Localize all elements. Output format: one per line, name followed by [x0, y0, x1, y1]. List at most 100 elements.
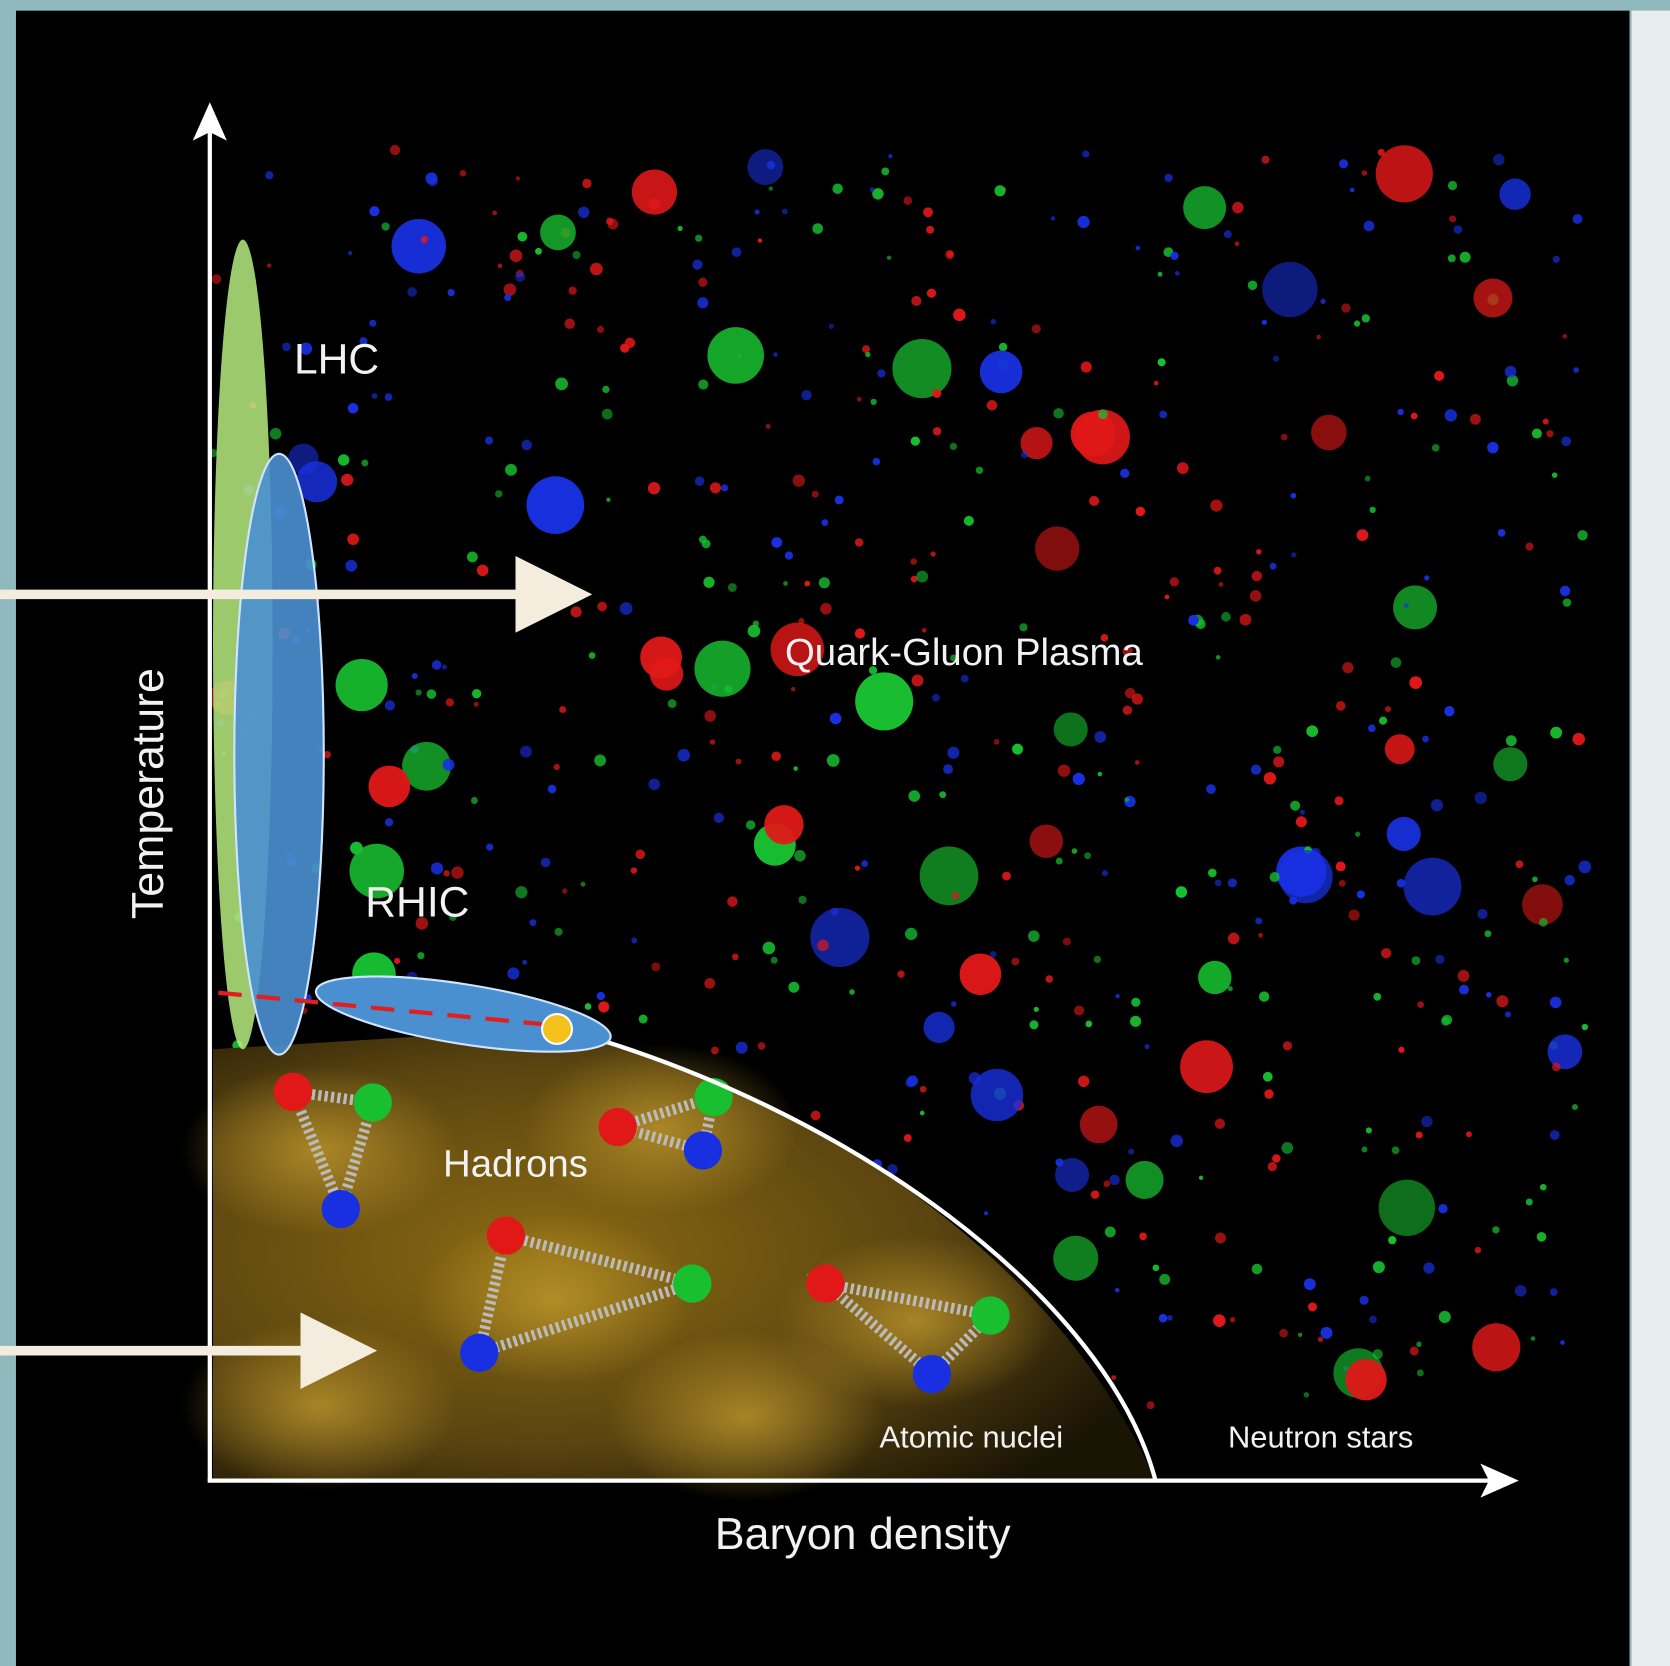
particle — [1214, 567, 1222, 575]
particle — [1564, 958, 1569, 963]
particle — [1445, 409, 1457, 421]
particle — [1563, 598, 1571, 606]
particle — [950, 443, 957, 450]
particle — [1304, 1278, 1316, 1290]
particle — [912, 675, 924, 687]
particle — [1270, 872, 1280, 882]
particle — [1498, 529, 1506, 537]
particle — [620, 602, 633, 615]
particle — [369, 320, 376, 327]
particle — [1385, 706, 1391, 712]
particle — [1264, 1089, 1273, 1098]
particle — [1388, 1236, 1396, 1244]
particle — [782, 209, 788, 215]
particle — [1111, 1375, 1116, 1380]
particle — [810, 908, 869, 967]
particle — [1002, 872, 1011, 881]
particle — [1477, 909, 1487, 919]
particle — [504, 283, 517, 296]
particle — [522, 440, 532, 450]
particle — [572, 251, 580, 259]
particle — [892, 339, 951, 398]
particle — [728, 583, 737, 592]
particle — [1499, 179, 1530, 210]
particle — [812, 491, 819, 498]
particle — [504, 294, 511, 301]
particle — [1130, 1016, 1141, 1027]
particle — [1032, 324, 1041, 333]
particle — [485, 436, 493, 444]
particle — [412, 673, 418, 679]
particle — [582, 179, 591, 188]
particle — [467, 551, 478, 562]
hadron-halo — [607, 1332, 884, 1502]
particle — [695, 235, 702, 242]
particle — [516, 176, 520, 180]
particle — [1387, 817, 1421, 851]
particle — [1258, 933, 1263, 938]
particle — [1421, 1116, 1432, 1127]
particle — [1459, 985, 1469, 995]
particle — [1158, 358, 1166, 366]
particle — [932, 389, 941, 398]
particle — [345, 560, 357, 572]
particle — [1573, 214, 1583, 224]
particle — [1470, 414, 1481, 425]
particle — [1416, 1131, 1423, 1138]
particle — [594, 755, 606, 767]
particle — [394, 958, 400, 964]
particle — [1475, 792, 1487, 804]
particle — [1493, 154, 1505, 166]
particle — [522, 960, 527, 965]
particle — [1404, 603, 1409, 608]
particle — [1078, 1076, 1089, 1087]
particle — [606, 218, 614, 226]
particle — [939, 791, 946, 798]
particle — [1158, 272, 1163, 277]
particle — [736, 1042, 748, 1054]
particle — [991, 319, 997, 325]
particle — [1279, 850, 1332, 903]
particle — [1251, 765, 1261, 775]
region-label: Quark-Gluon Plasma — [785, 631, 1144, 674]
particle — [597, 992, 605, 1000]
particle — [1177, 462, 1189, 474]
particle — [1262, 320, 1267, 325]
particle — [606, 498, 610, 502]
particle — [350, 842, 363, 855]
particle — [597, 326, 604, 333]
particle — [932, 694, 940, 702]
particle — [1073, 773, 1085, 785]
particle — [1460, 252, 1471, 263]
particle — [1579, 860, 1592, 873]
particle — [1475, 1247, 1481, 1253]
quark — [487, 1216, 525, 1254]
particle — [1176, 886, 1188, 898]
particle — [507, 967, 519, 979]
particle — [1273, 356, 1279, 362]
particle — [1213, 1314, 1226, 1327]
particle — [1228, 933, 1240, 945]
particle — [571, 606, 582, 617]
particle — [1423, 1262, 1434, 1273]
particle — [1255, 918, 1262, 925]
particle — [1270, 563, 1277, 570]
particle — [1011, 958, 1019, 966]
particle — [1063, 938, 1071, 946]
quark — [599, 1108, 637, 1146]
particle — [980, 351, 1023, 394]
particle — [994, 185, 1005, 196]
particle — [348, 403, 359, 414]
region-label: Neutron stars — [1228, 1419, 1413, 1454]
particle — [1505, 366, 1517, 378]
particle — [855, 538, 863, 546]
particle — [392, 219, 447, 274]
particle — [477, 565, 489, 577]
particle — [695, 477, 704, 486]
particle — [341, 474, 353, 486]
particle — [372, 393, 378, 399]
particle — [1215, 1119, 1225, 1129]
particle — [1350, 188, 1355, 193]
particle — [905, 928, 917, 940]
particle — [631, 938, 637, 944]
